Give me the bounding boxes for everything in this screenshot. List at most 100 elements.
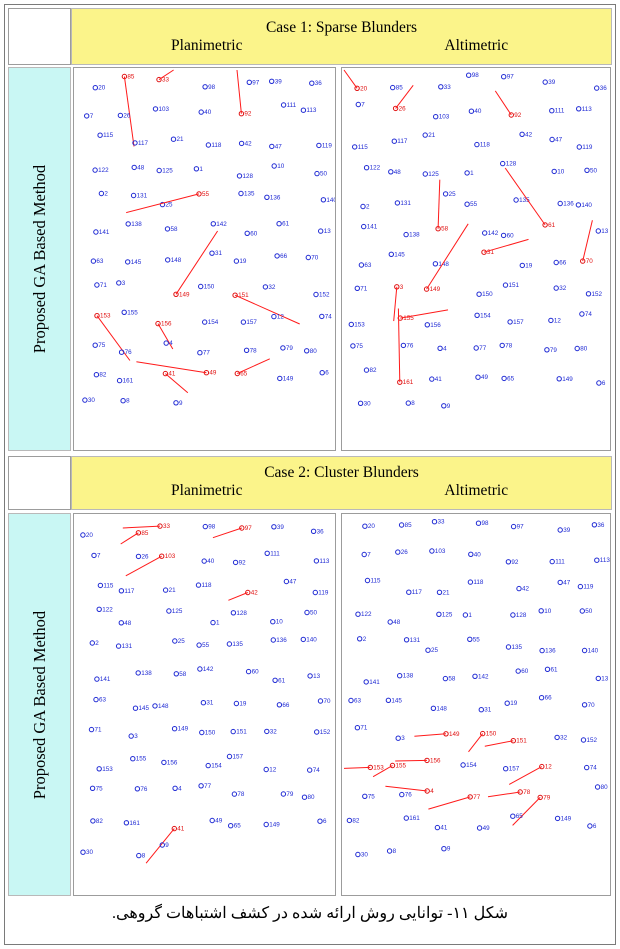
control-point-118: 118 [205,142,222,149]
control-point-150: 150 [480,730,497,738]
point-label: 60 [250,230,258,237]
point-marker [96,606,102,613]
control-point-115: 115 [364,578,381,585]
case1-planimetric-label: Planimetric [171,37,243,54]
point-label: 50 [310,610,318,617]
blunder-vector-149 [426,223,469,290]
control-point-2: 2 [357,636,367,643]
point-marker [403,231,409,238]
control-point-1: 1 [210,620,220,627]
control-point-140: 140 [581,648,599,655]
point-marker [400,342,407,349]
point-label: 7 [367,552,371,559]
blunder-vector-92 [236,69,242,114]
control-point-19: 19 [504,700,518,707]
control-point-21: 21 [170,136,184,143]
point-label: 74 [590,765,598,772]
point-marker [310,528,317,534]
point-marker [264,194,270,201]
control-point-155: 155 [389,762,407,770]
point-label: 82 [99,372,107,379]
control-point-42: 42 [238,140,252,147]
control-point-97: 97 [246,79,260,86]
point-label: 97 [245,525,253,532]
point-marker [472,673,478,680]
blunder-vector-55 [126,193,200,214]
control-point-135: 135 [226,641,243,648]
point-marker [467,579,474,585]
point-marker [358,262,365,268]
point-label: 71 [360,285,368,292]
point-marker [441,846,447,852]
point-label: 2 [104,191,108,198]
point-label: 135 [519,197,530,204]
control-point-30: 30 [357,400,371,407]
control-point-2: 2 [98,191,108,198]
point-marker [156,76,162,83]
point-marker [84,113,90,119]
case2-planimetric-plot: 20 85 33 98 97 39 36 7 26 103 40 92 111 113 115 117 21 11… [73,513,336,896]
control-point-85: 85 [135,530,149,537]
point-label: 42 [522,586,530,593]
control-point-71: 71 [354,285,368,292]
point-marker [516,585,522,592]
point-label: 66 [280,253,288,260]
point-marker [542,79,548,85]
control-point-55: 55 [464,201,478,208]
point-marker [135,530,142,536]
control-point-76: 76 [399,792,412,799]
point-label: 138 [131,221,142,228]
control-point-25: 25 [172,638,185,645]
control-point-61: 61 [542,222,556,229]
point-label: 79 [543,794,551,801]
point-marker [94,282,100,288]
point-label: 32 [560,734,568,741]
point-label: 153 [100,313,111,320]
point-marker [116,377,123,384]
point-label: 8 [126,398,130,405]
point-label: 118 [480,142,491,149]
point-label: 13 [324,228,332,235]
control-point-135: 135 [238,191,255,198]
control-point-77: 77 [467,794,481,801]
point-label: 65 [234,823,242,830]
control-point-79: 79 [280,791,294,798]
control-point-32: 32 [262,284,276,291]
point-marker [501,74,507,80]
blunder-vector-78 [487,791,521,798]
point-marker [389,762,396,769]
point-label: 20 [86,532,94,539]
point-label: 117 [124,588,135,595]
point-marker [480,730,486,737]
control-point-49: 49 [475,374,489,381]
point-marker [269,78,275,85]
control-point-138: 138 [135,670,152,677]
control-point-149: 149 [263,822,280,829]
point-marker [468,551,474,557]
control-point-136: 136 [264,194,281,201]
point-marker [172,785,178,791]
point-marker [134,786,141,792]
point-label: 42 [525,131,533,138]
control-point-25: 25 [442,191,456,198]
point-marker [125,221,131,227]
point-marker [125,259,131,265]
point-label: 149 [562,376,573,383]
control-point-75: 75 [350,343,363,350]
point-marker [362,793,368,799]
point-label: 31 [484,707,492,714]
control-point-149: 149 [443,731,460,738]
control-point-125: 125 [422,171,439,178]
control-point-19: 19 [519,262,533,269]
control-point-50: 50 [579,608,593,615]
point-marker [238,140,245,147]
control-point-115: 115 [97,132,114,139]
point-marker [236,173,243,179]
point-label: 156 [167,759,178,766]
point-label: 141 [367,224,378,231]
blunder-vector-97 [212,527,242,539]
point-label: 79 [286,791,294,798]
point-marker [557,579,563,586]
